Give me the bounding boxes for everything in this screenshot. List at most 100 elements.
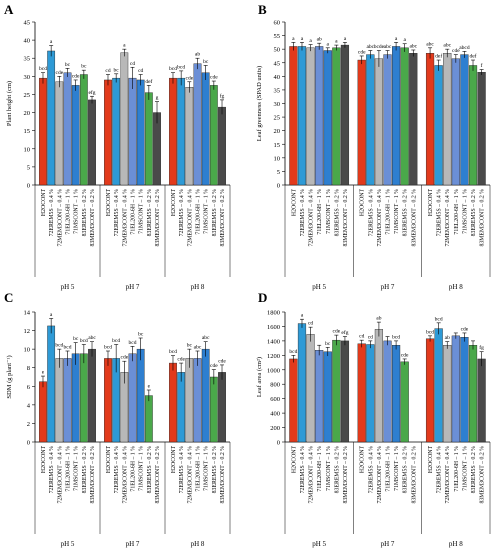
x-category-label: 72MEM3CONT – 0.4 % [377,189,383,247]
x-category-label: 71EL200-6H – 1 % [196,189,202,235]
bar [425,53,435,186]
bar [177,77,186,186]
y-tick-label: 30 [24,74,31,81]
significance-letter: abc [409,43,417,49]
bar [289,46,298,186]
y-tick-label: 5 [27,164,30,171]
bar [169,362,177,443]
bar [383,54,392,186]
bar [434,328,443,443]
x-category-label: 71MSCONT – 1 % [462,446,468,491]
y-tick-label: 25 [24,92,31,99]
x-category-label: H2OCONT [106,446,112,474]
x-category-label: 83EREM5S – 0.2 % [334,446,340,494]
x-group-label: pH 7 [126,540,140,548]
x-category-label: 71EL200-6H – 1 % [131,189,137,235]
significance-letter: ab [445,335,450,341]
y-tick-label: 15 [274,142,281,149]
significance-letter: bcd [104,345,112,351]
y-tick-label: 40 [274,74,281,81]
bar [383,340,392,443]
significance-letter: abc [443,43,451,49]
bar [297,323,307,443]
bar [47,325,56,443]
x-group-label: pH 7 [381,540,395,548]
x-category-label: 72MEM3CONT – 0.4 % [187,446,193,504]
y-tick-label: 200 [270,425,280,432]
bar [332,339,341,443]
panel-label: B [258,2,267,17]
bar [63,358,72,443]
x-category-label: 71MSCONT – 1 % [139,446,145,491]
y-axis-label: Plant height (cm) [6,81,13,126]
x-category-label: 72EREM5S – 0.4 % [437,189,443,237]
y-axis-label: Leaf area (cm²) [256,357,263,397]
x-category-label: H2OCONT [291,189,297,217]
x-category-label: H2OCONT [41,189,47,217]
bar [340,340,350,443]
bar [63,72,72,186]
significance-letter: bcd [392,334,400,340]
bar [144,92,153,186]
x-category-label: 83MEM3CONT – 0.2 % [220,446,226,504]
significance-letter: cde [358,49,366,55]
bar [477,72,486,186]
y-tick-label: 2 [27,421,30,428]
significance-letter: a [335,39,338,45]
x-category-label: 72EREM5S – 0.4 % [179,446,185,494]
x-category-label: 72MEM3CONT – 0.4 % [57,189,63,247]
bar [47,50,56,186]
bar [451,335,460,443]
x-category-label: 83MEM3CONT – 0.2 % [343,446,349,504]
bar [39,77,47,186]
bar [79,74,88,186]
bar [306,47,315,186]
x-group-label: pH 5 [312,540,326,548]
significance-letter: cd [138,68,143,74]
panel-label: C [4,290,13,305]
bar [460,337,469,443]
y-tick-label: 50 [274,47,281,54]
significance-letter: a [344,36,347,42]
bar [218,372,226,443]
bar [323,351,332,443]
x-category-label: 71EL200-6H – 1 % [66,446,72,492]
y-axis-label: Leaf greenness (SPAD units) [256,66,263,141]
y-axis-label: SDM (g plant⁻¹) [6,355,13,398]
x-group-label: pH 8 [449,540,463,548]
significance-letter: bcd [426,329,434,335]
bar [177,372,186,443]
x-category-label: H2OCONT [428,446,434,474]
x-category-label: 72MEM3CONT – 0.4 % [445,189,451,247]
significance-letter: a [301,313,304,319]
bar [306,334,315,443]
significance-letter: a [309,38,312,44]
significance-letter: cde [218,358,226,364]
bar [112,77,121,186]
y-tick-label: 1800 [267,310,280,317]
bar [468,345,478,443]
x-category-label: H2OCONT [360,446,366,474]
x-category-label: 72MEM3CONT – 0.4 % [122,189,128,247]
x-category-label: 71EL200-6H – 1 % [454,446,460,492]
y-tick-label: 4 [27,402,31,409]
significance-letter: cd [368,334,373,340]
x-category-label: 72EREM5S – 0.4 % [179,189,185,237]
bar [289,358,298,443]
chart-panel-b: B 0 5 10 15 20 25 30 35 40 45 50 55 60 Leaf greenness … [256,2,491,291]
y-tick-label: 20 [24,110,31,117]
x-category-label: 72EREM5S – 0.4 % [368,446,374,494]
x-category-label: 83EREM5S – 0.2 % [471,446,477,494]
x-category-label: 83EREM5S – 0.2 % [82,189,88,237]
bar [209,376,218,443]
x-category-label: 83MEM3CONT – 0.2 % [155,446,161,504]
x-category-label: 83EREM5S – 0.2 % [212,189,218,237]
x-category-label: 71EL200-6H – 1 % [66,189,72,235]
bar [400,361,409,443]
y-tick-label: 25 [274,115,281,122]
y-tick-label: 10 [24,347,31,354]
bar [193,358,202,443]
y-tick-label: 0 [277,440,280,447]
significance-letter: ab [317,37,322,43]
bar [391,46,401,186]
